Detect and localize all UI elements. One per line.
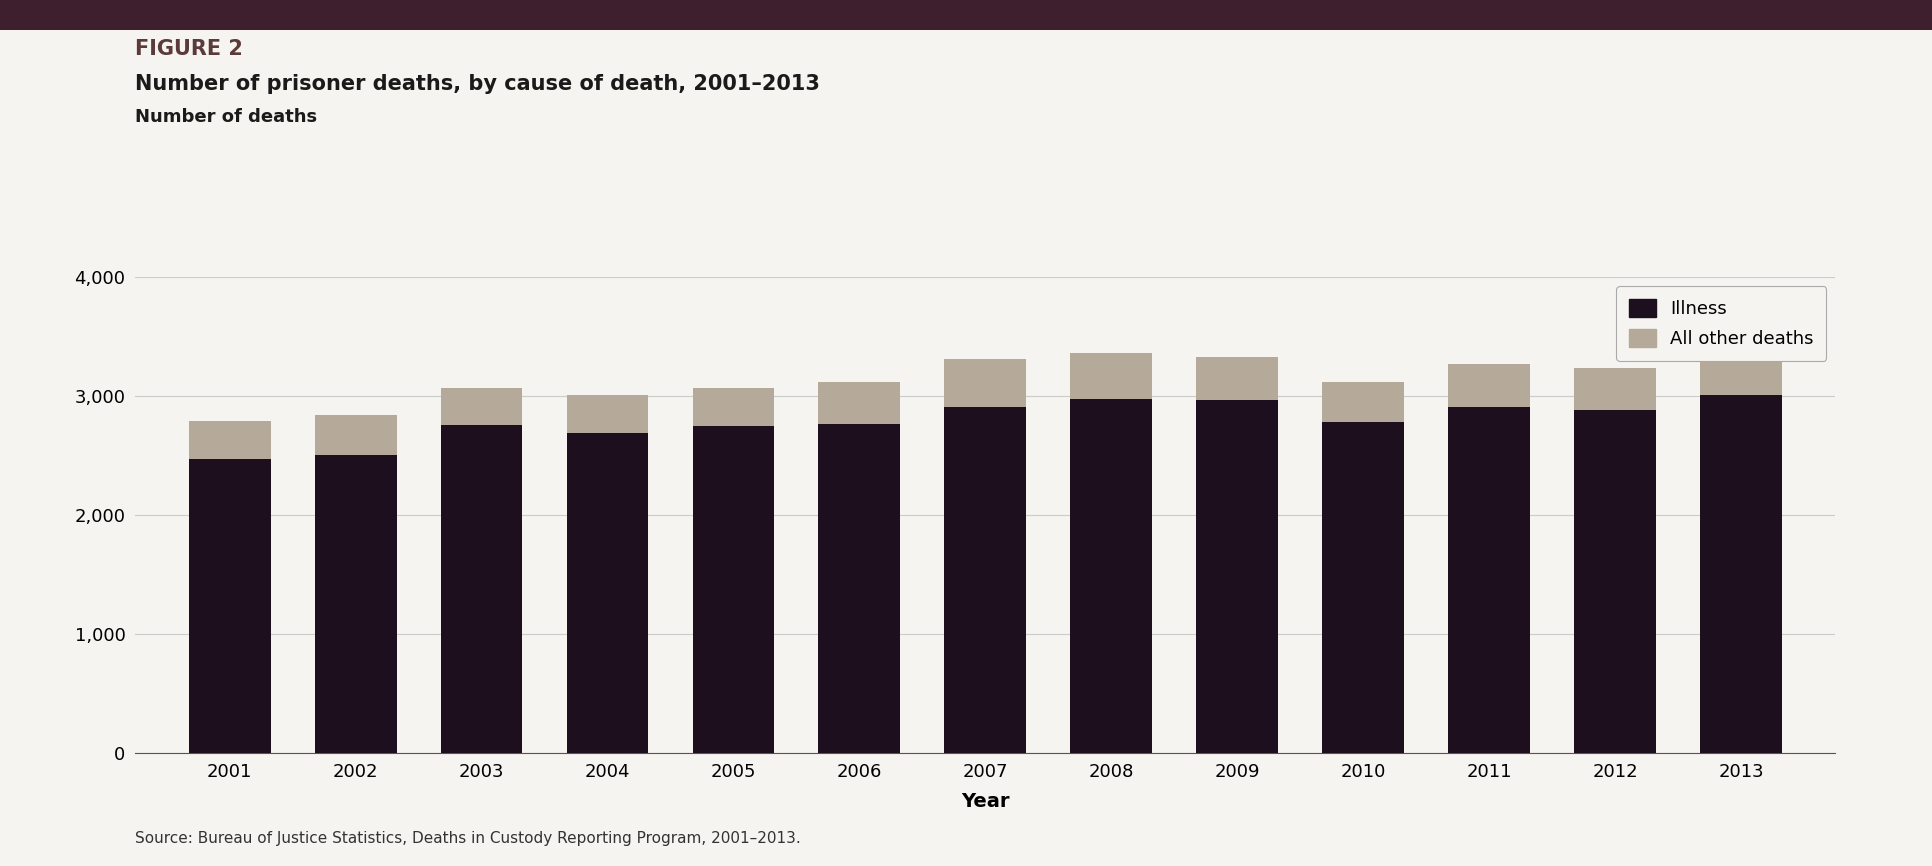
Bar xyxy=(1321,382,1405,423)
Bar xyxy=(819,382,900,423)
Bar xyxy=(1449,407,1530,753)
Bar xyxy=(1449,364,1530,407)
Text: Source: Bureau of Justice Statistics, Deaths in Custody Reporting Program, 2001–: Source: Bureau of Justice Statistics, De… xyxy=(135,831,802,846)
Bar xyxy=(1321,423,1405,753)
Text: FIGURE 2: FIGURE 2 xyxy=(135,39,243,59)
Bar xyxy=(945,407,1026,753)
Bar xyxy=(566,395,649,433)
X-axis label: Year: Year xyxy=(960,792,1010,811)
Bar xyxy=(566,433,649,753)
Bar xyxy=(1070,398,1151,753)
Bar xyxy=(1070,353,1151,398)
Bar xyxy=(692,426,775,753)
Bar xyxy=(440,425,522,753)
Bar xyxy=(692,388,775,426)
Bar xyxy=(440,388,522,425)
Bar xyxy=(189,459,270,753)
Text: Number of prisoner deaths, by cause of death, 2001–2013: Number of prisoner deaths, by cause of d… xyxy=(135,74,819,94)
Bar xyxy=(315,455,396,753)
Bar xyxy=(189,421,270,459)
Bar xyxy=(1196,357,1279,400)
Bar xyxy=(945,359,1026,407)
Bar xyxy=(1700,353,1781,395)
Text: Number of deaths: Number of deaths xyxy=(135,108,317,126)
Bar xyxy=(315,416,396,455)
Legend: Illness, All other deaths: Illness, All other deaths xyxy=(1615,286,1826,361)
Bar xyxy=(1575,410,1656,753)
Bar xyxy=(819,423,900,753)
Bar xyxy=(1700,395,1781,753)
Bar xyxy=(1575,367,1656,410)
Bar xyxy=(1196,400,1279,753)
